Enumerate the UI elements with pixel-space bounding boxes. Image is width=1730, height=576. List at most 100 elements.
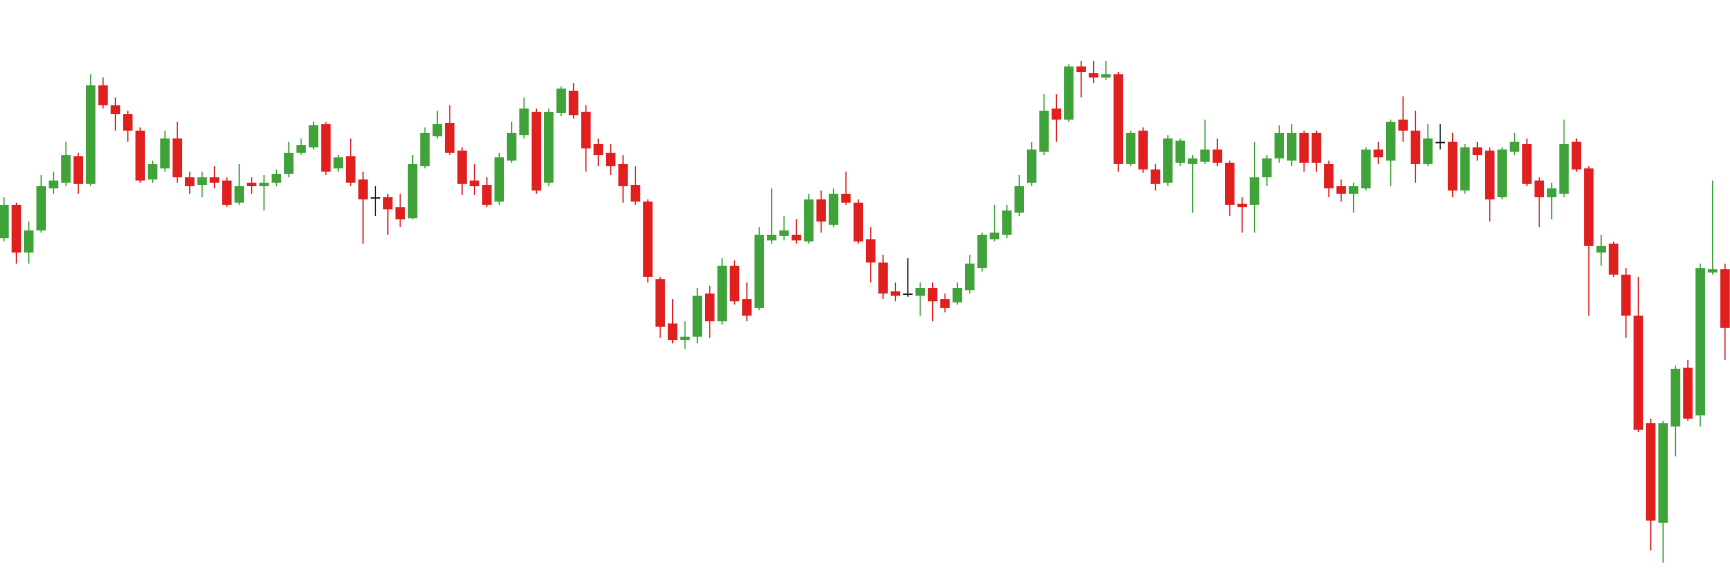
- candle-body: [172, 138, 183, 178]
- candle-body: [1336, 186, 1346, 194]
- candle-body: [98, 85, 108, 106]
- candle-body: [0, 204, 9, 239]
- candle-body: [1138, 130, 1148, 170]
- candle-body: [370, 197, 381, 199]
- candle-body: [1534, 180, 1545, 198]
- candle-body: [531, 111, 542, 191]
- candle-body: [952, 288, 963, 303]
- candle-body: [147, 163, 158, 180]
- candle-body: [841, 193, 851, 203]
- candle-body: [1286, 132, 1297, 161]
- candle-body: [519, 108, 529, 136]
- candle-body: [234, 186, 244, 203]
- candle-body: [1423, 138, 1433, 164]
- candle-body: [977, 234, 987, 269]
- candle-body: [321, 124, 331, 172]
- candle-body: [482, 184, 492, 205]
- candle-body: [1361, 149, 1371, 189]
- candle-body: [581, 111, 591, 149]
- candle-body: [1088, 73, 1099, 78]
- candle-body: [1051, 108, 1062, 120]
- candle-body: [457, 150, 467, 184]
- candle-body: [1150, 169, 1161, 184]
- candle-body: [36, 186, 46, 231]
- candle-body: [816, 199, 826, 222]
- candle-body: [1584, 168, 1594, 246]
- candle-body: [742, 299, 752, 316]
- candle-body: [729, 265, 740, 302]
- candle-body: [717, 265, 727, 322]
- candle-body: [1311, 132, 1322, 163]
- candle-body: [618, 163, 628, 187]
- candle-body: [1125, 132, 1136, 164]
- candle-body: [940, 299, 950, 308]
- candle-body: [1559, 144, 1569, 194]
- candle-body: [903, 293, 913, 296]
- candle-body: [1608, 243, 1619, 275]
- candle-body: [1076, 66, 1086, 72]
- candle-body: [259, 182, 269, 187]
- candle-body: [630, 184, 641, 202]
- candle-body: [1200, 149, 1210, 162]
- candle-body: [692, 295, 703, 337]
- candle-body: [333, 157, 344, 169]
- candle-body: [48, 180, 59, 189]
- candle-body: [345, 156, 356, 183]
- candle-body: [1224, 162, 1235, 205]
- candle-body: [494, 157, 505, 202]
- candle-body: [1571, 141, 1582, 170]
- candle-body: [1522, 144, 1532, 184]
- candle-body: [1385, 121, 1396, 161]
- candle-body: [358, 179, 368, 200]
- candle-body: [197, 177, 207, 185]
- candle-body: [1064, 66, 1074, 120]
- candle-body: [667, 323, 678, 341]
- candle-body: [1497, 149, 1507, 198]
- candle-body: [878, 262, 888, 294]
- candle-body: [1299, 132, 1309, 163]
- candle-body: [643, 201, 653, 277]
- candle-body: [209, 177, 220, 183]
- candle-body: [1447, 141, 1458, 191]
- candle-body: [1113, 74, 1124, 164]
- candle-body: [964, 263, 975, 291]
- candle-body: [1596, 245, 1606, 253]
- candle-body: [160, 138, 170, 169]
- candle-body: [1633, 315, 1644, 430]
- candle-body: [1645, 423, 1656, 521]
- candle-body: [544, 111, 554, 183]
- candle-body: [853, 202, 864, 242]
- candle-body: [61, 155, 71, 183]
- candle-body: [1398, 119, 1408, 131]
- candle-body: [73, 156, 84, 184]
- candle-body: [284, 152, 294, 174]
- candle-body: [1014, 186, 1025, 213]
- candle-body: [680, 336, 690, 341]
- candle-body: [1658, 423, 1668, 523]
- candle-body: [432, 124, 443, 137]
- candle-body: [1621, 274, 1631, 316]
- candle-body: [1187, 158, 1198, 164]
- candle-body: [407, 163, 418, 219]
- candle-body: [308, 125, 319, 148]
- candle-body: [1324, 163, 1334, 189]
- candle-body: [1435, 141, 1445, 144]
- candle-body: [1410, 130, 1421, 164]
- candle-body: [804, 199, 814, 242]
- candle-body: [1262, 158, 1272, 178]
- candle-body: [296, 145, 306, 153]
- candle-body: [1175, 140, 1185, 163]
- candle-body: [1472, 147, 1483, 156]
- candle-body: [1039, 110, 1049, 152]
- candle-body: [1212, 149, 1223, 163]
- candle-body: [246, 182, 257, 187]
- candle-body: [123, 114, 133, 131]
- candle-body: [754, 234, 765, 308]
- candle-body: [704, 293, 715, 322]
- candle-body: [383, 197, 393, 210]
- candle-body: [1683, 367, 1693, 419]
- candle-body: [444, 122, 455, 153]
- candle-body: [1720, 269, 1730, 328]
- candle-body: [1348, 186, 1359, 194]
- candle-body: [890, 291, 901, 296]
